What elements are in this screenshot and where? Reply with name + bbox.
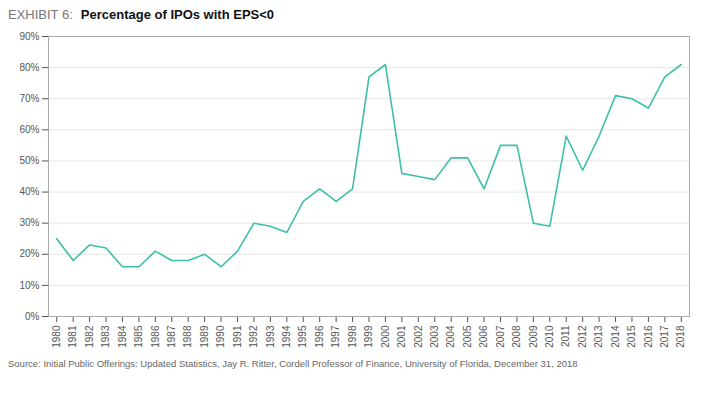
svg-text:1995: 1995: [297, 325, 308, 348]
html-text:EXHIBIT 6:: EXHIBIT 6:: [8, 7, 73, 22]
svg-text:1983: 1983: [100, 325, 111, 348]
svg-text:1988: 1988: [182, 325, 193, 348]
svg-text:20%: 20%: [19, 248, 39, 259]
svg-text:70%: 70%: [19, 93, 39, 104]
svg-text:2016: 2016: [643, 325, 654, 348]
svg-text:1987: 1987: [166, 325, 177, 348]
svg-text:1996: 1996: [314, 325, 325, 348]
svg-text:90%: 90%: [19, 31, 39, 42]
svg-text:2006: 2006: [478, 325, 489, 348]
svg-text:2014: 2014: [610, 325, 621, 348]
svg-text:1985: 1985: [133, 325, 144, 348]
html-text:Source: Initial Public Offerin: Source: Initial Public Offerings: Update…: [8, 358, 578, 369]
svg-text:2015: 2015: [626, 325, 637, 348]
svg-text:30%: 30%: [19, 217, 39, 228]
svg-text:1998: 1998: [347, 325, 358, 348]
svg-text:1993: 1993: [265, 325, 276, 348]
svg-text:1999: 1999: [363, 325, 374, 348]
svg-text:1982: 1982: [84, 325, 95, 348]
svg-text:80%: 80%: [19, 62, 39, 73]
svg-text:1986: 1986: [150, 325, 161, 348]
svg-text:1991: 1991: [232, 325, 243, 348]
svg-text:2004: 2004: [445, 325, 456, 348]
svg-text:1981: 1981: [67, 325, 78, 348]
svg-text:1980: 1980: [51, 325, 62, 348]
svg-text:40%: 40%: [19, 186, 39, 197]
svg-text:10%: 10%: [19, 280, 39, 291]
svg-text:60%: 60%: [19, 124, 39, 135]
svg-text:1994: 1994: [281, 325, 292, 348]
html-text:Percentage of IPOs with EPS<0: Percentage of IPOs with EPS<0: [80, 7, 275, 22]
svg-text:2003: 2003: [429, 325, 440, 348]
svg-text:2012: 2012: [577, 325, 588, 348]
svg-text:1992: 1992: [248, 325, 259, 348]
svg-text:1990: 1990: [215, 325, 226, 348]
svg-text:2007: 2007: [495, 325, 506, 348]
svg-text:2001: 2001: [396, 325, 407, 348]
svg-text:2013: 2013: [593, 325, 604, 348]
svg-text:2017: 2017: [659, 325, 670, 348]
svg-text:2002: 2002: [413, 325, 424, 348]
svg-text:1984: 1984: [117, 325, 128, 348]
svg-text:0%: 0%: [25, 311, 40, 322]
svg-text:2009: 2009: [528, 325, 539, 348]
svg-text:2011: 2011: [560, 325, 571, 347]
svg-text:2010: 2010: [544, 325, 555, 348]
svg-text:1997: 1997: [330, 325, 341, 348]
svg-text:2018: 2018: [675, 325, 686, 348]
svg-text:2005: 2005: [462, 325, 473, 348]
svg-text:2008: 2008: [511, 325, 522, 348]
svg-text:1989: 1989: [199, 325, 210, 348]
svg-text:50%: 50%: [19, 155, 39, 166]
svg-text:2000: 2000: [380, 325, 391, 348]
